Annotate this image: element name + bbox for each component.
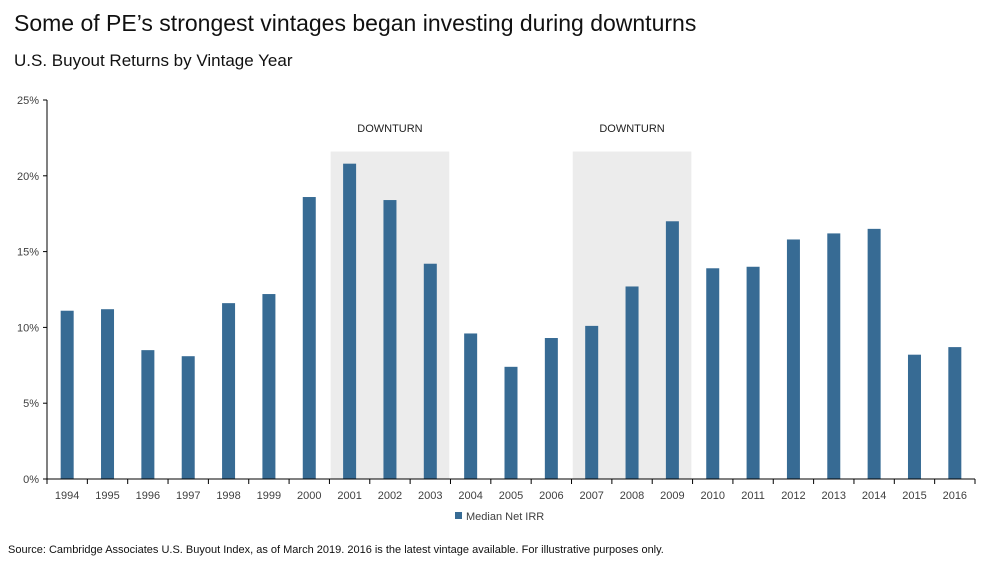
- bar-2015: [907, 354, 921, 479]
- legend-label: Median Net IRR: [466, 511, 544, 523]
- x-tick-label: 2006: [539, 490, 563, 502]
- x-tick-label: 2010: [700, 490, 724, 502]
- x-tick-label: 2005: [499, 490, 523, 502]
- downturn-label: DOWNTURN: [357, 123, 422, 135]
- x-tick-label: 2015: [902, 490, 926, 502]
- bar-1994: [60, 310, 74, 479]
- y-tick-label: 25%: [17, 95, 39, 107]
- bar-2010: [706, 268, 720, 479]
- y-tick-label: 0%: [23, 474, 39, 486]
- bar-1997: [181, 356, 195, 479]
- bar-1999: [262, 294, 276, 479]
- x-tick-label: 1996: [136, 490, 160, 502]
- bar-2000: [302, 197, 316, 480]
- bar-2009: [665, 221, 679, 479]
- x-tick-label: 2001: [337, 490, 361, 502]
- bar-1996: [141, 350, 155, 479]
- legend-swatch: [455, 512, 462, 519]
- y-tick-label: 15%: [17, 247, 39, 259]
- bar-2004: [464, 333, 478, 479]
- x-tick-label: 1999: [257, 490, 281, 502]
- bar-2001: [343, 163, 357, 479]
- bar-2007: [585, 325, 599, 479]
- chart-subtitle: U.S. Buyout Returns by Vintage Year: [14, 51, 293, 70]
- x-tick-label: 1998: [216, 490, 240, 502]
- y-tick-label: 10%: [17, 322, 39, 334]
- bar-1995: [101, 309, 115, 479]
- x-tick-label: 1997: [176, 490, 200, 502]
- bar-2012: [786, 239, 800, 479]
- bar-2006: [544, 338, 558, 479]
- x-tick-label: 2014: [862, 490, 886, 502]
- x-tick-label: 2012: [781, 490, 805, 502]
- x-tick-label: 2008: [620, 490, 644, 502]
- x-tick-label: 2011: [741, 490, 765, 502]
- x-tick-label: 2003: [418, 490, 442, 502]
- x-tick-label: 2002: [378, 490, 402, 502]
- x-tick-label: 2000: [297, 490, 321, 502]
- bar-2014: [867, 228, 881, 479]
- x-tick-label: 2007: [579, 490, 603, 502]
- bar-2002: [383, 200, 397, 479]
- x-tick-label: 1994: [55, 490, 79, 502]
- bar-2011: [746, 266, 760, 479]
- x-tick-label: 2013: [822, 490, 846, 502]
- x-tick-label: 2016: [943, 490, 967, 502]
- bar-2008: [625, 286, 639, 479]
- y-tick-label: 20%: [17, 171, 39, 183]
- x-tick-label: 1995: [95, 490, 119, 502]
- y-tick-label: 5%: [23, 398, 39, 410]
- source-note: Source: Cambridge Associates U.S. Buyout…: [8, 544, 664, 556]
- x-tick-label: 2004: [458, 490, 482, 502]
- downturn-label: DOWNTURN: [599, 123, 664, 135]
- x-tick-label: 2009: [660, 490, 684, 502]
- bar-2005: [504, 366, 518, 479]
- bar-2013: [827, 233, 841, 479]
- chart-title: Some of PE’s strongest vintages began in…: [14, 10, 697, 36]
- bar-1998: [222, 303, 236, 479]
- bar-2003: [423, 263, 437, 479]
- bar-2016: [948, 347, 962, 479]
